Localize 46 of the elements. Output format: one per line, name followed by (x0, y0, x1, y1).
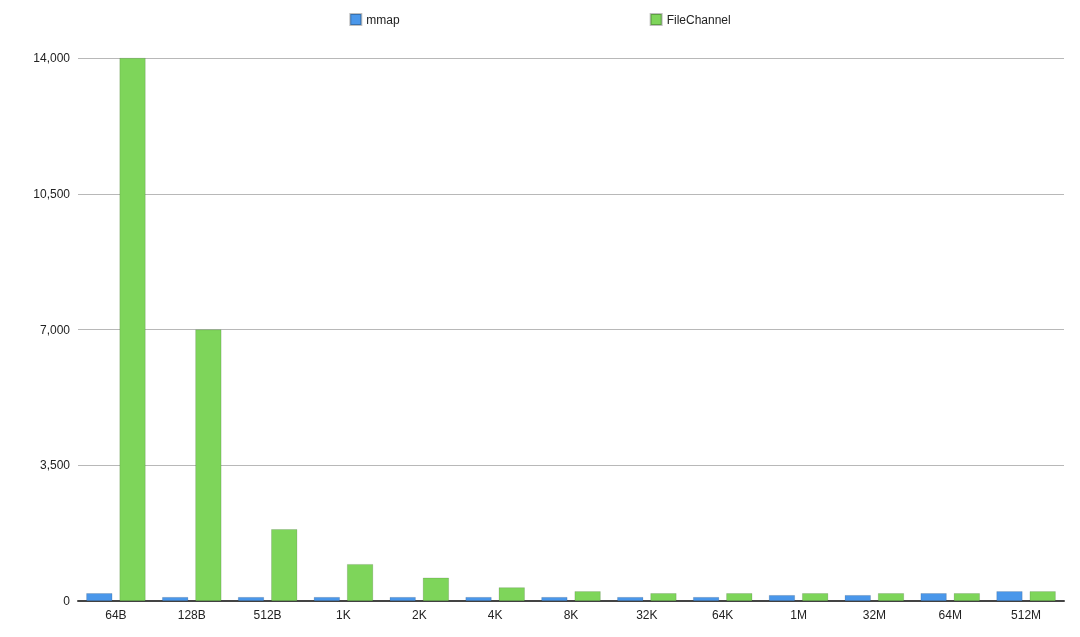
x-tick-label: 8K (563, 608, 579, 622)
bar (693, 597, 720, 601)
x-tick-label: 64M (938, 608, 962, 622)
bar (1029, 591, 1056, 601)
bar (119, 58, 146, 601)
bar (422, 577, 449, 601)
bar (844, 595, 871, 601)
bar (162, 597, 189, 601)
bar (313, 597, 340, 601)
x-tick-label: 32M (862, 608, 887, 622)
x-tick-label: 64B (105, 608, 127, 622)
bar (86, 593, 113, 601)
legend-label: mmap (366, 12, 400, 27)
x-tick-label: 2K (411, 608, 427, 622)
bar (498, 587, 525, 601)
y-tick-label: 10,500 (33, 186, 71, 201)
x-tick-label: 1K (336, 608, 351, 622)
bar (271, 529, 298, 601)
bar (650, 593, 677, 601)
bar (726, 593, 753, 601)
x-tick-label: 64K (712, 608, 734, 622)
x-tick-label: 1M (790, 608, 807, 622)
y-tick-label: 7,000 (39, 322, 71, 337)
x-tick-label: 4K (487, 608, 503, 622)
bar (878, 593, 904, 601)
bar (768, 595, 795, 601)
bar (541, 597, 568, 601)
x-tick-label: 512B (253, 608, 282, 622)
x-tick-label: 32K (636, 608, 658, 622)
bar (238, 597, 264, 601)
bar (465, 597, 492, 601)
bar (953, 593, 980, 601)
bar (617, 597, 644, 601)
bar (347, 564, 374, 601)
y-tick-label: 0 (63, 594, 71, 608)
y-tick-label: 14,000 (33, 51, 71, 65)
y-tick-label: 3,500 (39, 458, 71, 473)
x-tick-label: 128B (177, 608, 206, 622)
bar (195, 329, 222, 601)
bar (574, 591, 601, 601)
bar (389, 597, 416, 601)
bar (996, 591, 1023, 601)
bar (802, 593, 829, 601)
x-tick-label: 512M (1011, 608, 1042, 622)
bar (920, 593, 947, 601)
legend-label: FileChannel (666, 12, 731, 27)
